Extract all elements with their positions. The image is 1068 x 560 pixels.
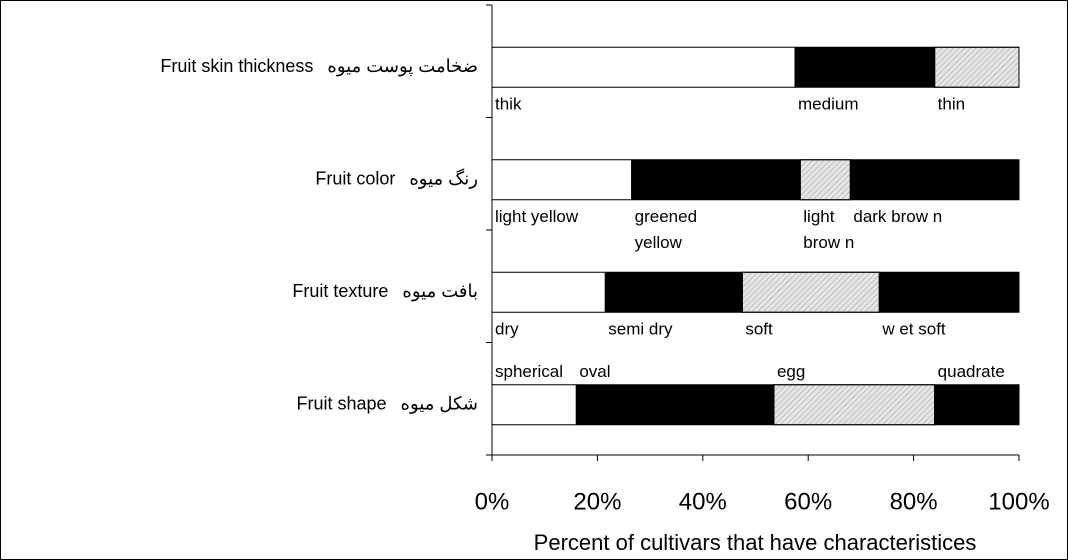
bar-segment xyxy=(849,159,1020,201)
bar-hatch xyxy=(773,384,936,426)
segment-label: medium xyxy=(798,95,858,114)
segment-label: light xyxy=(803,207,834,226)
segment-label: w et soft xyxy=(881,320,946,339)
x-tick-label: 0% xyxy=(475,488,510,515)
segment-label: dry xyxy=(495,320,519,339)
segment-label: semi dry xyxy=(608,320,673,339)
segment-label: dark brow n xyxy=(853,207,942,226)
bar-segment xyxy=(631,159,801,201)
segment-label: greened xyxy=(635,207,697,226)
bar-hatch xyxy=(741,271,880,313)
x-tick-label: 80% xyxy=(890,488,938,515)
category-label-fa: شکل میوه xyxy=(401,394,478,415)
bar-segment xyxy=(575,384,775,426)
segment-label: light yellow xyxy=(495,207,579,226)
x-tick-label: 40% xyxy=(679,488,727,515)
x-tick-label: 100% xyxy=(988,488,1049,515)
category-label: Fruit texture xyxy=(292,281,388,301)
segment-label: yellow xyxy=(635,233,683,252)
category-label: Fruit skin thickness xyxy=(160,56,313,76)
x-tick-label: 20% xyxy=(573,488,621,515)
segment-label: brow n xyxy=(803,233,854,252)
category-label-fa: رنگ میوه xyxy=(409,168,478,190)
bar-segment xyxy=(491,384,577,426)
bar-segment xyxy=(934,384,1020,426)
segment-label: thin xyxy=(938,95,965,114)
segment-label: thik xyxy=(495,95,522,114)
category-label: Fruit shape xyxy=(296,394,386,414)
x-tick-label: 60% xyxy=(784,488,832,515)
x-axis-label: Percent of cultivars that have character… xyxy=(534,530,977,555)
bar-segment xyxy=(491,46,796,88)
category-label-fa: ضخامت پوست میوه xyxy=(327,56,478,77)
bar-hatch xyxy=(934,46,1020,88)
bar-segment xyxy=(491,159,633,201)
segment-label: quadrate xyxy=(938,362,1005,381)
bar-segment xyxy=(604,271,743,313)
segment-label: egg xyxy=(777,362,805,381)
bar-segment xyxy=(878,271,1020,313)
category-label-fa: بافت میوه xyxy=(402,281,478,302)
segment-label: oval xyxy=(579,362,610,381)
bar-segment xyxy=(491,271,606,313)
segment-label: soft xyxy=(745,320,773,339)
category-label: Fruit color xyxy=(315,169,395,189)
segment-label: spherical xyxy=(495,362,563,381)
bar-hatch xyxy=(799,159,851,201)
bar-segment xyxy=(794,46,936,88)
